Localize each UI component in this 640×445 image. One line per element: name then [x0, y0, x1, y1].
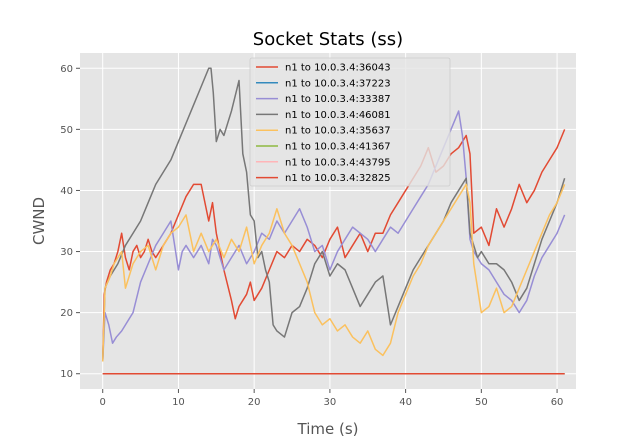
legend-label: n1 to 10.0.3.4:43795 — [285, 157, 391, 168]
series-lines — [101, 67, 566, 375]
y-tick-label: 30 — [60, 247, 73, 258]
x-tick-label: 0 — [100, 397, 106, 408]
legend-label: n1 to 10.0.3.4:33387 — [285, 94, 391, 105]
legend-label: n1 to 10.0.3.4:41367 — [285, 142, 391, 153]
legend: n1 to 10.0.3.4:36043 n1 to 10.0.3.4:37223… — [249, 57, 451, 187]
y-tick-label: 50 — [60, 125, 73, 136]
x-tick-label: 30 — [324, 397, 337, 408]
y-tick-label: 10 — [60, 369, 73, 380]
axis-ticks: 0 10 20 30 40 50 60 10 20 30 40 50 60 — [60, 64, 563, 408]
legend-label: n1 to 10.0.3.4:32825 — [285, 173, 391, 184]
x-tick-label: 60 — [551, 397, 564, 408]
legend-label: n1 to 10.0.3.4:36043 — [285, 63, 391, 74]
x-tick-label: 10 — [172, 397, 185, 408]
y-axis-label: CWND — [30, 197, 48, 245]
chart-title: Socket Stats (ss) — [253, 29, 403, 50]
x-tick-label: 40 — [399, 397, 412, 408]
legend-label: n1 to 10.0.3.4:37223 — [285, 78, 391, 89]
x-tick-label: 20 — [248, 397, 261, 408]
x-tick-label: 50 — [475, 397, 488, 408]
series-line-3 — [101, 110, 566, 362]
series-line-1 — [101, 129, 566, 362]
y-tick-label: 20 — [60, 308, 73, 319]
series-line-5 — [101, 183, 566, 362]
y-tick-label: 40 — [60, 186, 73, 197]
legend-label: n1 to 10.0.3.4:35637 — [285, 126, 391, 137]
legend-box — [249, 57, 451, 187]
legend-label: n1 to 10.0.3.4:46081 — [285, 110, 391, 121]
y-tick-label: 60 — [60, 64, 73, 75]
series-line-4 — [101, 67, 566, 362]
x-axis-label: Time (s) — [297, 420, 359, 438]
